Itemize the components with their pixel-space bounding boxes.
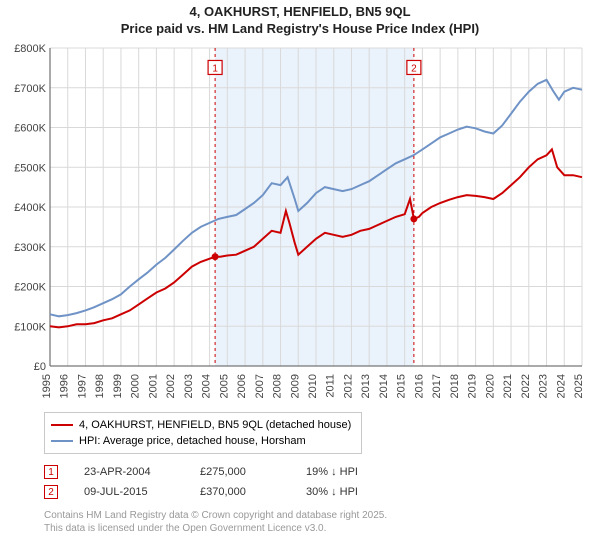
price-vs-hpi-chart: £0 £100K £200K £300K £400K £500K £600K £700K £80… bbox=[8, 42, 592, 408]
footer-line1: Contains HM Land Registry data © Crown c… bbox=[44, 510, 592, 523]
footer-line2: This data is licensed under the Open Gov… bbox=[44, 523, 592, 536]
svg-text:2002: 2002 bbox=[165, 374, 177, 398]
svg-text:2025: 2025 bbox=[573, 374, 585, 398]
svg-text:£600K: £600K bbox=[14, 123, 46, 135]
svg-text:2011: 2011 bbox=[325, 374, 337, 398]
svg-text:1999: 1999 bbox=[112, 374, 124, 398]
svg-text:1996: 1996 bbox=[59, 374, 71, 398]
legend-swatch bbox=[51, 424, 73, 426]
svg-text:2016: 2016 bbox=[413, 374, 425, 398]
svg-text:2015: 2015 bbox=[396, 374, 408, 398]
svg-text:2014: 2014 bbox=[378, 374, 390, 398]
sale-diff: 19% ↓ HPI bbox=[306, 466, 416, 478]
svg-text:2018: 2018 bbox=[449, 374, 461, 398]
svg-text:2019: 2019 bbox=[467, 374, 479, 398]
svg-text:2024: 2024 bbox=[555, 374, 567, 398]
svg-text:2017: 2017 bbox=[431, 374, 443, 398]
sale-price: £275,000 bbox=[200, 466, 280, 478]
svg-text:£0: £0 bbox=[34, 361, 46, 373]
legend-swatch bbox=[51, 440, 73, 442]
svg-text:£100K: £100K bbox=[14, 321, 46, 333]
sale-row: 1 23-APR-2004 £275,000 19% ↓ HPI bbox=[44, 462, 592, 482]
svg-text:2001: 2001 bbox=[147, 374, 159, 398]
legend-label: HPI: Average price, detached house, Hors… bbox=[79, 435, 306, 447]
svg-text:£500K: £500K bbox=[14, 162, 46, 174]
sale-diff: 30% ↓ HPI bbox=[306, 486, 416, 498]
svg-text:2006: 2006 bbox=[236, 374, 248, 398]
svg-text:1997: 1997 bbox=[76, 374, 88, 398]
legend-item: HPI: Average price, detached house, Hors… bbox=[51, 433, 355, 449]
svg-text:2: 2 bbox=[411, 63, 417, 74]
svg-text:£400K: £400K bbox=[14, 202, 46, 214]
sale-date: 09-JUL-2015 bbox=[84, 486, 174, 498]
svg-text:1995: 1995 bbox=[41, 374, 53, 398]
svg-text:2010: 2010 bbox=[307, 374, 319, 398]
legend-item: 4, OAKHURST, HENFIELD, BN5 9QL (detached… bbox=[51, 417, 355, 433]
svg-text:£300K: £300K bbox=[14, 242, 46, 254]
svg-text:2020: 2020 bbox=[484, 374, 496, 398]
chart-svg: £0 £100K £200K £300K £400K £500K £600K £700K £80… bbox=[8, 42, 592, 408]
svg-text:£700K: £700K bbox=[14, 83, 46, 95]
svg-text:2004: 2004 bbox=[201, 374, 213, 398]
chart-title-line1: 4, OAKHURST, HENFIELD, BN5 9QL bbox=[8, 4, 592, 19]
svg-text:2000: 2000 bbox=[130, 374, 142, 398]
sale-date: 23-APR-2004 bbox=[84, 466, 174, 478]
sale-row: 2 09-JUL-2015 £370,000 30% ↓ HPI bbox=[44, 482, 592, 502]
svg-text:1998: 1998 bbox=[94, 374, 106, 398]
sale-marker: 1 bbox=[44, 465, 58, 479]
chart-legend: 4, OAKHURST, HENFIELD, BN5 9QL (detached… bbox=[44, 412, 362, 454]
svg-text:£200K: £200K bbox=[14, 282, 46, 294]
svg-text:2023: 2023 bbox=[538, 374, 550, 398]
svg-text:2008: 2008 bbox=[272, 374, 284, 398]
svg-text:2003: 2003 bbox=[183, 374, 195, 398]
legend-label: 4, OAKHURST, HENFIELD, BN5 9QL (detached… bbox=[79, 419, 351, 431]
svg-text:£800K: £800K bbox=[14, 43, 46, 55]
svg-text:2022: 2022 bbox=[520, 374, 532, 398]
svg-text:2013: 2013 bbox=[360, 374, 372, 398]
svg-text:2012: 2012 bbox=[342, 374, 354, 398]
svg-text:2009: 2009 bbox=[289, 374, 301, 398]
svg-text:2021: 2021 bbox=[502, 374, 514, 398]
svg-text:2007: 2007 bbox=[254, 374, 266, 398]
svg-text:1: 1 bbox=[212, 63, 218, 74]
sale-price: £370,000 bbox=[200, 486, 280, 498]
chart-title-line2: Price paid vs. HM Land Registry's House … bbox=[8, 21, 592, 36]
sale-marker: 2 bbox=[44, 485, 58, 499]
svg-text:2005: 2005 bbox=[218, 374, 230, 398]
sales-table: 1 23-APR-2004 £275,000 19% ↓ HPI 2 09-JUL-201… bbox=[44, 462, 592, 502]
